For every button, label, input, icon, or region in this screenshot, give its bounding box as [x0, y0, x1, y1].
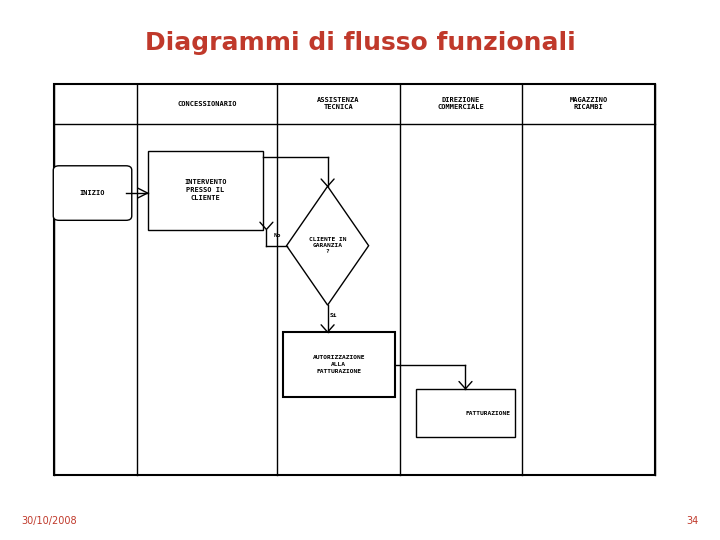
- Polygon shape: [287, 186, 369, 305]
- Text: DIREZIONE
COMMERCIALE: DIREZIONE COMMERCIALE: [438, 97, 484, 111]
- Text: INIZIO: INIZIO: [80, 190, 105, 196]
- Text: 30/10/2008: 30/10/2008: [22, 516, 77, 526]
- Bar: [283, 332, 395, 397]
- Text: No: No: [274, 233, 281, 239]
- Text: Si: Si: [330, 313, 337, 318]
- Text: AUTORIZZAZIONE
ALLA
FATTURAZIONE: AUTORIZZAZIONE ALLA FATTURAZIONE: [312, 355, 365, 374]
- Text: FATTURAZIONE: FATTURAZIONE: [465, 410, 510, 416]
- Text: MAGAZZINO
RICAMBI: MAGAZZINO RICAMBI: [570, 97, 608, 111]
- Text: Diagrammi di flusso funzionali: Diagrammi di flusso funzionali: [145, 31, 575, 55]
- Text: INTERVENTO
PRESSO IL
CLIENTE: INTERVENTO PRESSO IL CLIENTE: [184, 179, 227, 201]
- Bar: [148, 151, 263, 230]
- Text: 34: 34: [686, 516, 698, 526]
- Text: ASSISTENZA
TECNICA: ASSISTENZA TECNICA: [317, 97, 360, 111]
- Text: CONCESSIONARIO: CONCESSIONARIO: [177, 101, 237, 107]
- FancyBboxPatch shape: [53, 166, 132, 220]
- Bar: [416, 389, 515, 437]
- Bar: [54, 84, 655, 475]
- Text: CLIENTE IN
GARANZIA
?: CLIENTE IN GARANZIA ?: [309, 237, 346, 254]
